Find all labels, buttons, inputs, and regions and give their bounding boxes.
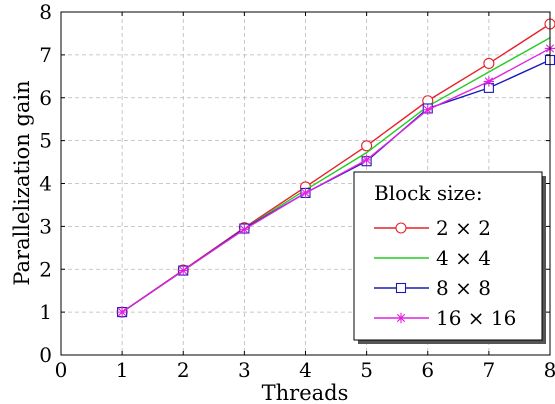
- data-point: [239, 224, 250, 235]
- data-point-shape: [239, 224, 250, 235]
- series-line-3: [121, 47, 551, 313]
- data-point-shape: [116, 306, 128, 318]
- y-tick-label: 3: [39, 214, 52, 238]
- legend-label: 16 × 16: [436, 306, 516, 330]
- y-tick-label: 1: [39, 300, 52, 324]
- data-point: [300, 187, 311, 199]
- legend-marker: [395, 282, 407, 294]
- data-point: [483, 57, 495, 70]
- x-tick-label: 3: [238, 358, 251, 382]
- data-point: [422, 104, 433, 115]
- y-tick-label: 2: [39, 257, 52, 281]
- data-point: [178, 265, 189, 276]
- data-point-shape: [361, 154, 372, 166]
- legend-item: 8 × 8: [374, 276, 491, 300]
- data-point-shape: [483, 76, 495, 87]
- legend-label: 4 × 4: [436, 246, 491, 270]
- legend-item: 2 × 2: [374, 216, 491, 240]
- legend-title: Block size:: [374, 181, 483, 205]
- x-tick-label: 5: [360, 358, 373, 382]
- x-tick-label: 4: [299, 358, 312, 382]
- x-axis-label: Threads: [262, 381, 349, 404]
- data-point-shape: [178, 265, 189, 276]
- y-tick-label: 8: [39, 0, 52, 24]
- legend-label: 8 × 8: [436, 276, 491, 300]
- x-tick-label: 7: [483, 358, 496, 382]
- data-point-shape: [300, 187, 311, 199]
- legend-marker: [395, 222, 407, 234]
- y-tick-label: 7: [39, 43, 52, 67]
- legend-item: 16 × 16: [374, 306, 516, 330]
- legend: Block size: 2 × 2 4 × 4 8 × 8 16 × 16: [353, 171, 546, 344]
- x-tick-label: 2: [177, 358, 190, 382]
- legend-marker: [395, 312, 407, 324]
- y-tick-label: 4: [39, 172, 52, 196]
- x-tick-label: 8: [544, 358, 555, 382]
- y-tick-label: 0: [39, 343, 52, 367]
- x-tick-label: 6: [421, 358, 434, 382]
- series-layer: [116, 18, 555, 318]
- x-tick-label: 0: [55, 358, 68, 382]
- ticks: 0 1 2 3 4 5 6 7 8 0 1 2 3 4 5 6 7 8: [39, 0, 555, 382]
- legend-marker-shape: [395, 312, 407, 324]
- data-point: [361, 140, 373, 152]
- data-point: [361, 154, 372, 166]
- data-point-shape: [422, 104, 433, 115]
- data-point: [483, 76, 495, 87]
- x-tick-label: 1: [116, 358, 129, 382]
- legend-label: 2 × 2: [436, 216, 491, 240]
- legend-item: 4 × 4: [374, 246, 491, 270]
- data-point: [116, 306, 128, 318]
- y-axis-label: Parallelization gain: [10, 80, 34, 285]
- y-tick-label: 6: [39, 86, 52, 110]
- legend-box: [353, 171, 543, 341]
- y-tick-label: 5: [39, 129, 52, 153]
